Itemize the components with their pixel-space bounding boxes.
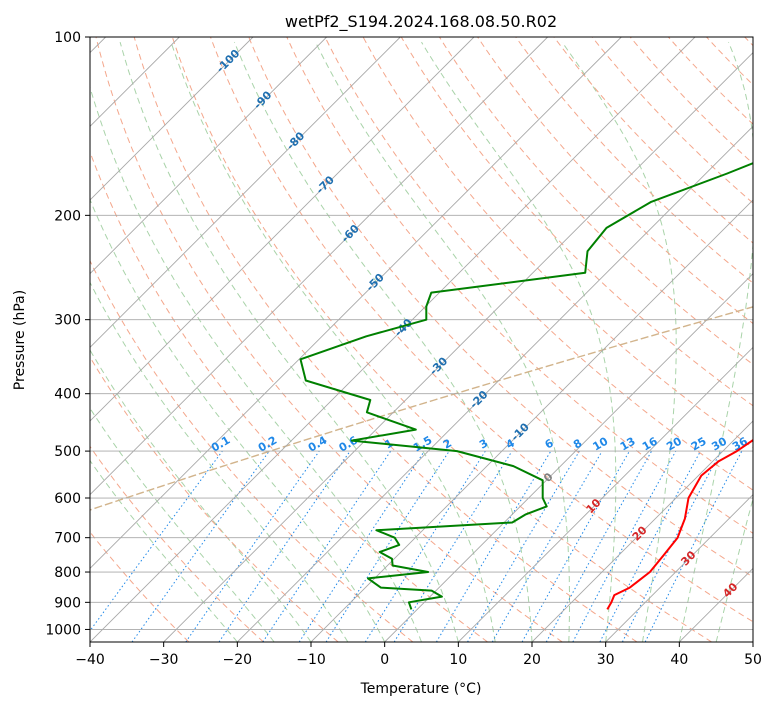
plot-frame: [89, 36, 754, 643]
isotherm-line: [90, 37, 622, 569]
x-tick-label: 40: [670, 652, 688, 668]
x-tick-label: 0: [380, 652, 389, 668]
y-tick-label: 100: [54, 30, 81, 46]
dry-adiabat-line: [324, 37, 753, 491]
isotherm-line: [90, 37, 548, 496]
moist-adiabat-line: [90, 407, 275, 642]
dry-adiabat-line: [90, 445, 264, 642]
temperature-profile-line: [606, 438, 753, 610]
x-tick-label: −20: [223, 652, 253, 668]
isotherm-line: [90, 37, 696, 642]
moist-adiabat-line: [561, 41, 677, 642]
dry-adiabat-line: [629, 37, 753, 165]
isotherm-line: [237, 125, 753, 642]
dry-adiabat-line: [477, 37, 753, 325]
dry-adiabat-line: [210, 37, 753, 623]
x-tick-label: 20: [523, 652, 541, 668]
moist-adiabat-line: [119, 41, 459, 642]
isotherm-line: [531, 420, 753, 642]
dry-adiabat-line: [248, 37, 753, 578]
x-axis-ticks: −40 −30 −20 −10 0 10 20 30 40 50: [75, 642, 762, 668]
y-tick-label: 700: [54, 531, 81, 547]
moist-adiabat-line: [90, 459, 238, 642]
dry-adiabat-line: [90, 259, 414, 642]
isotherm-line: [605, 494, 753, 642]
moist-adiabats: [90, 41, 753, 642]
x-tick-label: 10: [449, 652, 467, 668]
chart-title: wetPf2_S194.2024.168.08.50.R02: [285, 12, 557, 32]
isotherm-line: [90, 37, 475, 422]
y-tick-label: 500: [54, 444, 81, 460]
mixing-ratio-line: [90, 450, 223, 632]
moist-adiabat-line: [90, 85, 422, 642]
isotherm-line: [90, 37, 327, 275]
lcl-curve: [90, 306, 753, 511]
y-tick-label: 300: [54, 313, 81, 329]
mixing-ratio-line: [185, 450, 320, 642]
pressure-gridlines: [90, 37, 753, 630]
mixing-ratio-line: [521, 450, 630, 642]
dewpoint-profile-line: [299, 162, 753, 610]
isotherm-line: [458, 346, 753, 642]
mixing-ratio-line: [393, 450, 513, 642]
mixing-ratio-line: [572, 450, 677, 642]
x-tick-label: 30: [597, 652, 615, 668]
plot-area: 0.1 0.2 0.4 0.6 1 1.5 2 3 4 6 8 10 13 16 20 25 30 36-100-…: [90, 37, 753, 642]
x-tick-label: −40: [75, 652, 105, 668]
x-tick-label: −10: [296, 652, 326, 668]
isotherm-line: [163, 52, 753, 642]
moist-adiabat-line: [715, 497, 753, 642]
y-tick-label: 900: [54, 595, 81, 611]
mixing-ratio-line: [467, 450, 580, 642]
y-tick-label: 1000: [45, 622, 81, 638]
dry-adiabat-line: [400, 37, 753, 407]
moist-adiabat-line: [170, 41, 496, 642]
lcl-dashed-curve: [90, 306, 753, 511]
x-axis-title: Temperature (°C): [360, 681, 482, 697]
isotherm-line: [310, 199, 753, 642]
x-tick-label: 50: [744, 652, 762, 668]
dry-adiabat-line: [95, 37, 563, 642]
y-tick-label: 400: [54, 387, 81, 403]
moist-adiabat-line: [315, 41, 570, 642]
moist-adiabat-line: [421, 41, 617, 642]
profile-series: [299, 162, 753, 610]
x-tick-label: −30: [149, 652, 179, 668]
mixing-ratio-line: [325, 450, 450, 642]
mixing-ratio-line: [491, 450, 603, 642]
skewed-isotherms: [90, 37, 753, 642]
dry-adiabat-line: [133, 37, 638, 642]
isotherm-line: [384, 273, 753, 642]
moist-adiabat-line: [90, 198, 386, 642]
mixing-ratio-line: [131, 450, 270, 642]
y-axis-title: Pressure (hPa): [12, 290, 28, 390]
isotherm-line: [90, 37, 401, 348]
dry-adiabat-line: [591, 37, 753, 204]
mixing-ratio-line: [218, 450, 351, 642]
moist-adiabat-line: [678, 41, 753, 642]
mixing-ratio-line: [364, 450, 486, 642]
moist-adiabat-line: [233, 41, 533, 642]
isotherm-line: [90, 37, 254, 201]
dry-adiabat-line: [515, 37, 753, 284]
mixing-ratio-line: [435, 450, 552, 642]
y-tick-label: 600: [54, 491, 81, 507]
y-tick-label: 200: [54, 208, 81, 224]
y-axis-ticks: 100 200 300 400 500 600 700 800 900 1000: [45, 30, 90, 638]
dry-adiabat-line: [171, 37, 712, 642]
y-tick-label: 800: [54, 565, 81, 581]
